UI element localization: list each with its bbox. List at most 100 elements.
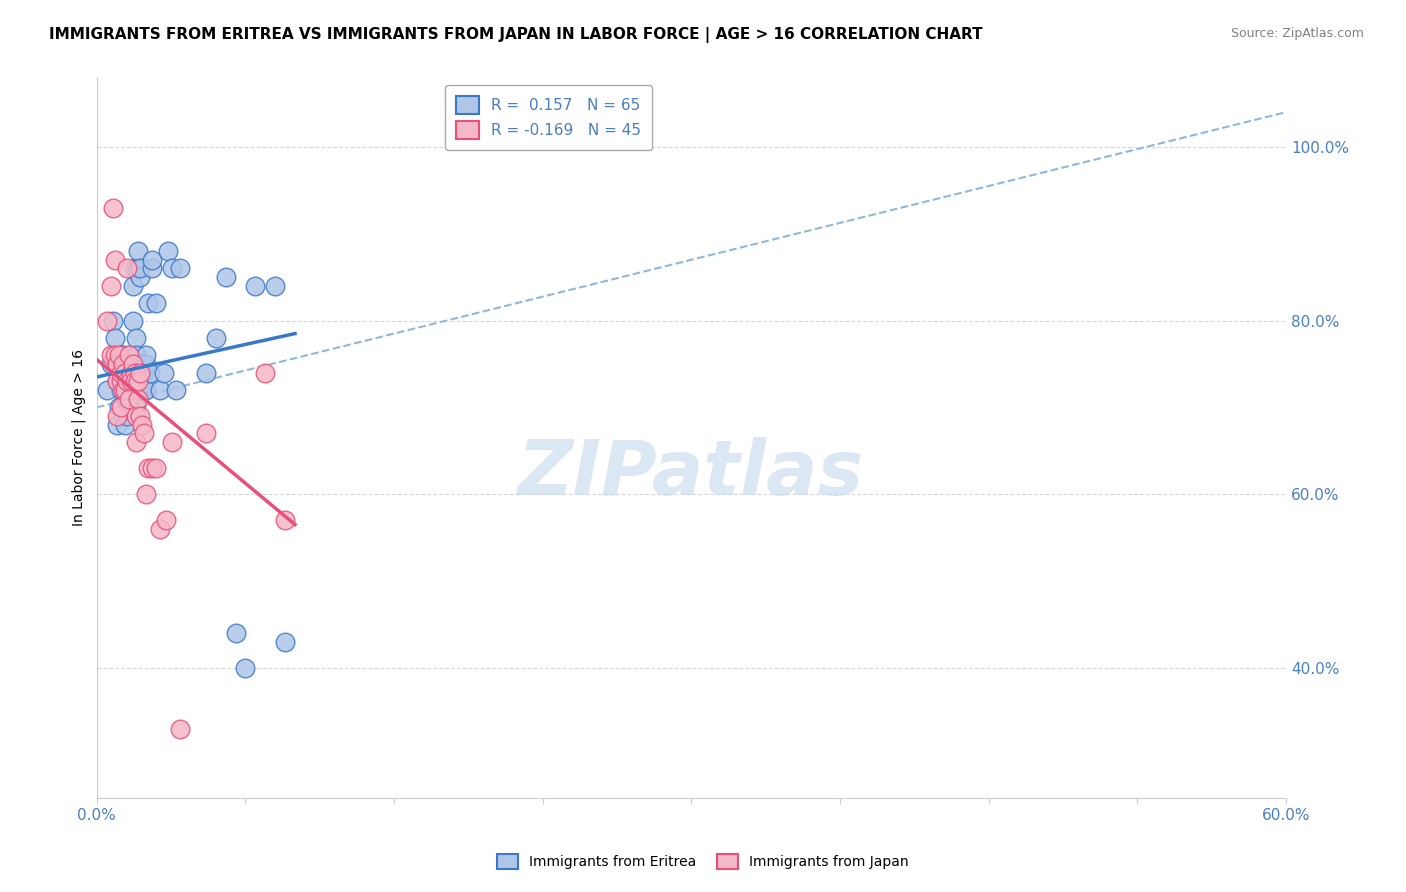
Point bbox=[115, 374, 138, 388]
Text: Source: ZipAtlas.com: Source: ZipAtlas.com bbox=[1230, 27, 1364, 40]
Y-axis label: In Labor Force | Age > 16: In Labor Force | Age > 16 bbox=[72, 350, 86, 526]
Point bbox=[134, 426, 156, 441]
Point bbox=[129, 270, 152, 285]
Point bbox=[115, 392, 138, 406]
Point bbox=[117, 348, 139, 362]
Point bbox=[111, 409, 134, 423]
Point bbox=[100, 278, 122, 293]
Point bbox=[135, 383, 157, 397]
Point bbox=[145, 461, 167, 475]
Point bbox=[120, 383, 142, 397]
Point bbox=[100, 348, 122, 362]
Point bbox=[107, 348, 129, 362]
Point bbox=[104, 252, 127, 267]
Point bbox=[125, 435, 148, 450]
Point bbox=[127, 244, 149, 258]
Point bbox=[131, 417, 153, 432]
Point bbox=[165, 383, 187, 397]
Point bbox=[125, 401, 148, 415]
Point bbox=[125, 331, 148, 345]
Point bbox=[129, 366, 152, 380]
Point bbox=[115, 374, 138, 388]
Point bbox=[125, 374, 148, 388]
Point bbox=[104, 331, 127, 345]
Text: IMMIGRANTS FROM ERITREA VS IMMIGRANTS FROM JAPAN IN LABOR FORCE | AGE > 16 CORRE: IMMIGRANTS FROM ERITREA VS IMMIGRANTS FR… bbox=[49, 27, 983, 43]
Point bbox=[129, 383, 152, 397]
Point bbox=[274, 513, 297, 527]
Point bbox=[117, 401, 139, 415]
Point bbox=[160, 261, 183, 276]
Point bbox=[135, 487, 157, 501]
Point bbox=[121, 374, 143, 388]
Point bbox=[135, 357, 157, 371]
Point bbox=[121, 357, 143, 371]
Point bbox=[204, 331, 226, 345]
Point bbox=[134, 383, 156, 397]
Point bbox=[124, 383, 146, 397]
Point bbox=[105, 417, 128, 432]
Point bbox=[145, 296, 167, 310]
Point bbox=[105, 357, 128, 371]
Point bbox=[96, 313, 118, 327]
Point bbox=[127, 374, 149, 388]
Point bbox=[111, 357, 134, 371]
Point bbox=[117, 392, 139, 406]
Point bbox=[139, 366, 162, 380]
Point bbox=[114, 383, 136, 397]
Point bbox=[153, 366, 176, 380]
Point bbox=[127, 261, 149, 276]
Legend: R =  0.157   N = 65, R = -0.169   N = 45: R = 0.157 N = 65, R = -0.169 N = 45 bbox=[446, 85, 652, 150]
Point bbox=[124, 366, 146, 380]
Point bbox=[107, 401, 129, 415]
Point bbox=[274, 634, 297, 648]
Point bbox=[138, 296, 160, 310]
Point bbox=[225, 626, 247, 640]
Point bbox=[120, 374, 142, 388]
Point bbox=[114, 366, 136, 380]
Point bbox=[105, 374, 128, 388]
Point bbox=[235, 661, 257, 675]
Point bbox=[129, 409, 152, 423]
Point bbox=[149, 522, 172, 536]
Point bbox=[194, 366, 217, 380]
Point bbox=[125, 409, 148, 423]
Point bbox=[115, 261, 138, 276]
Point bbox=[114, 392, 136, 406]
Point bbox=[96, 383, 118, 397]
Point bbox=[121, 313, 143, 327]
Point bbox=[110, 401, 132, 415]
Point bbox=[124, 357, 146, 371]
Point bbox=[141, 261, 163, 276]
Point bbox=[254, 366, 277, 380]
Point bbox=[194, 426, 217, 441]
Point bbox=[124, 374, 146, 388]
Point bbox=[117, 366, 139, 380]
Point bbox=[124, 261, 146, 276]
Point bbox=[134, 366, 156, 380]
Point bbox=[110, 383, 132, 397]
Point bbox=[264, 278, 287, 293]
Point bbox=[117, 383, 139, 397]
Point bbox=[131, 366, 153, 380]
Point bbox=[101, 201, 124, 215]
Point bbox=[120, 366, 142, 380]
Point bbox=[129, 261, 152, 276]
Point bbox=[115, 409, 138, 423]
Legend: Immigrants from Eritrea, Immigrants from Japan: Immigrants from Eritrea, Immigrants from… bbox=[491, 847, 915, 876]
Point bbox=[169, 722, 191, 736]
Point bbox=[141, 252, 163, 267]
Point bbox=[131, 357, 153, 371]
Point bbox=[155, 513, 177, 527]
Point bbox=[121, 278, 143, 293]
Point bbox=[114, 417, 136, 432]
Point bbox=[141, 461, 163, 475]
Point bbox=[111, 348, 134, 362]
Point bbox=[110, 374, 132, 388]
Point bbox=[110, 366, 132, 380]
Point bbox=[157, 244, 180, 258]
Point bbox=[120, 357, 142, 371]
Point bbox=[104, 348, 127, 362]
Point bbox=[138, 461, 160, 475]
Point bbox=[117, 348, 139, 362]
Point bbox=[110, 348, 132, 362]
